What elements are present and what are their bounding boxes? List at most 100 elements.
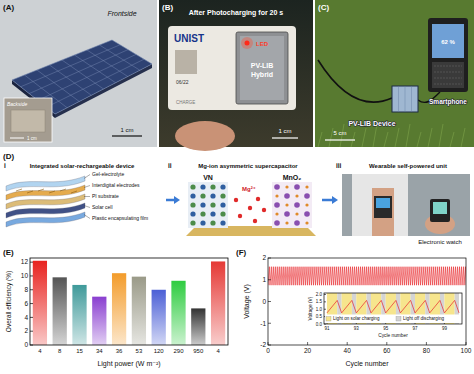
mno2-atom — [274, 184, 280, 190]
mno2-atom — [295, 194, 298, 197]
y-tick-label: 6 — [24, 300, 28, 307]
label: (C) — [318, 3, 329, 12]
vn-atom — [190, 220, 195, 225]
leader — [84, 186, 90, 188]
x-axis-label: Cycle number — [345, 360, 389, 368]
photo-background — [342, 174, 470, 236]
y-tick — [30, 289, 33, 290]
bar — [132, 277, 146, 345]
electrode-finger — [49, 191, 55, 193]
y-axis-label: Overall efficiency (%) — [5, 271, 13, 332]
mno2-atom — [305, 203, 308, 206]
label: LED — [256, 41, 269, 47]
inset-photo — [4, 98, 52, 142]
x-tick-label: 34 — [96, 348, 103, 354]
x-tick-label: 91 — [324, 326, 330, 331]
label: Gel-electrolyte — [92, 171, 124, 177]
cell-line — [62, 60, 104, 89]
photo-background — [0, 0, 157, 147]
label: (F) — [236, 248, 247, 257]
leader — [84, 206, 90, 208]
label: Plastic encapsulating film — [92, 215, 148, 221]
y-tick-label: 0 — [24, 341, 28, 348]
label: Frontside — [107, 10, 136, 17]
vn-atom — [220, 184, 225, 189]
label: 06/22 — [176, 79, 189, 85]
grass — [450, 132, 454, 147]
label: Wearable self-powered unit — [369, 163, 447, 169]
mno2-atom — [285, 185, 288, 188]
y-tick-label: 12 — [21, 258, 29, 265]
pv-lib-device — [392, 86, 418, 112]
label: 62 % — [441, 39, 455, 45]
bar — [191, 308, 205, 345]
vn-atom — [200, 193, 205, 198]
x-tick — [386, 342, 387, 345]
plot-frame — [268, 258, 466, 345]
grass — [329, 128, 333, 147]
mno2-atom — [275, 212, 278, 215]
bar — [92, 297, 106, 345]
y-tick — [30, 331, 33, 332]
x-tick-label: 93 — [354, 326, 360, 331]
mno2-atom — [294, 202, 300, 208]
label: Integrated solar-rechargeable device — [30, 163, 135, 169]
label: Electronic watch — [418, 239, 462, 245]
x-tick-label: 97 — [413, 326, 419, 331]
mno2-atom — [284, 211, 290, 217]
label: PI substrate — [92, 193, 119, 199]
label: Mg²⁺ — [242, 186, 256, 192]
vn-atom — [200, 211, 205, 216]
cell-line — [87, 50, 128, 77]
vn-atom — [190, 184, 195, 189]
grass — [428, 128, 432, 147]
cell-line — [411, 86, 412, 112]
mg-ion — [248, 206, 252, 210]
x-tick-label: 4 — [216, 348, 220, 354]
cell-line — [398, 86, 399, 112]
label: 1 cm — [120, 127, 133, 133]
bar — [211, 261, 225, 345]
chart-2: 0.00.51.01.52.09193959799Cycle numberVol… — [308, 292, 462, 338]
y-tick-label: 0.5 — [316, 314, 323, 319]
plot-background — [324, 293, 462, 324]
key-row — [434, 78, 462, 79]
grass — [417, 132, 421, 147]
mno2-atom — [305, 221, 308, 224]
vn-atom — [210, 184, 215, 189]
label: iii — [336, 162, 342, 169]
grass — [384, 132, 388, 147]
photo-background — [315, 0, 474, 147]
label: Smartphone — [429, 98, 467, 106]
grass — [406, 124, 410, 147]
mno2-atom — [294, 220, 300, 226]
key-row — [434, 66, 462, 67]
cable — [318, 60, 392, 102]
label: Mg-ion asymmetric supercapacitor — [198, 163, 298, 169]
y-tick — [324, 301, 326, 302]
phone-screen — [432, 24, 464, 58]
x-tick-label: 15 — [76, 348, 83, 354]
vn-atom — [210, 202, 215, 207]
grass — [461, 128, 465, 147]
mno2-atom — [285, 221, 288, 224]
x-tick-label: 36 — [116, 348, 123, 354]
mno2-atom — [294, 184, 300, 190]
vn-atom — [220, 193, 225, 198]
scale-bar — [112, 135, 142, 136]
label: PV-LIB — [251, 62, 274, 69]
mno2-atom — [285, 203, 288, 206]
grass — [373, 124, 377, 147]
backside-panel — [11, 110, 45, 132]
label: CHARGE — [176, 100, 195, 105]
device-screen — [376, 198, 390, 208]
label: ii — [168, 162, 172, 169]
mg-ion — [253, 219, 257, 223]
leader — [84, 215, 90, 219]
legend-label: Light off discharging — [403, 316, 444, 321]
y-tick-label: 8 — [24, 286, 28, 293]
vn-atom — [200, 202, 205, 207]
plot-frame — [30, 258, 228, 345]
x-tick — [426, 342, 427, 345]
y-tick-label: 2 — [262, 254, 266, 261]
